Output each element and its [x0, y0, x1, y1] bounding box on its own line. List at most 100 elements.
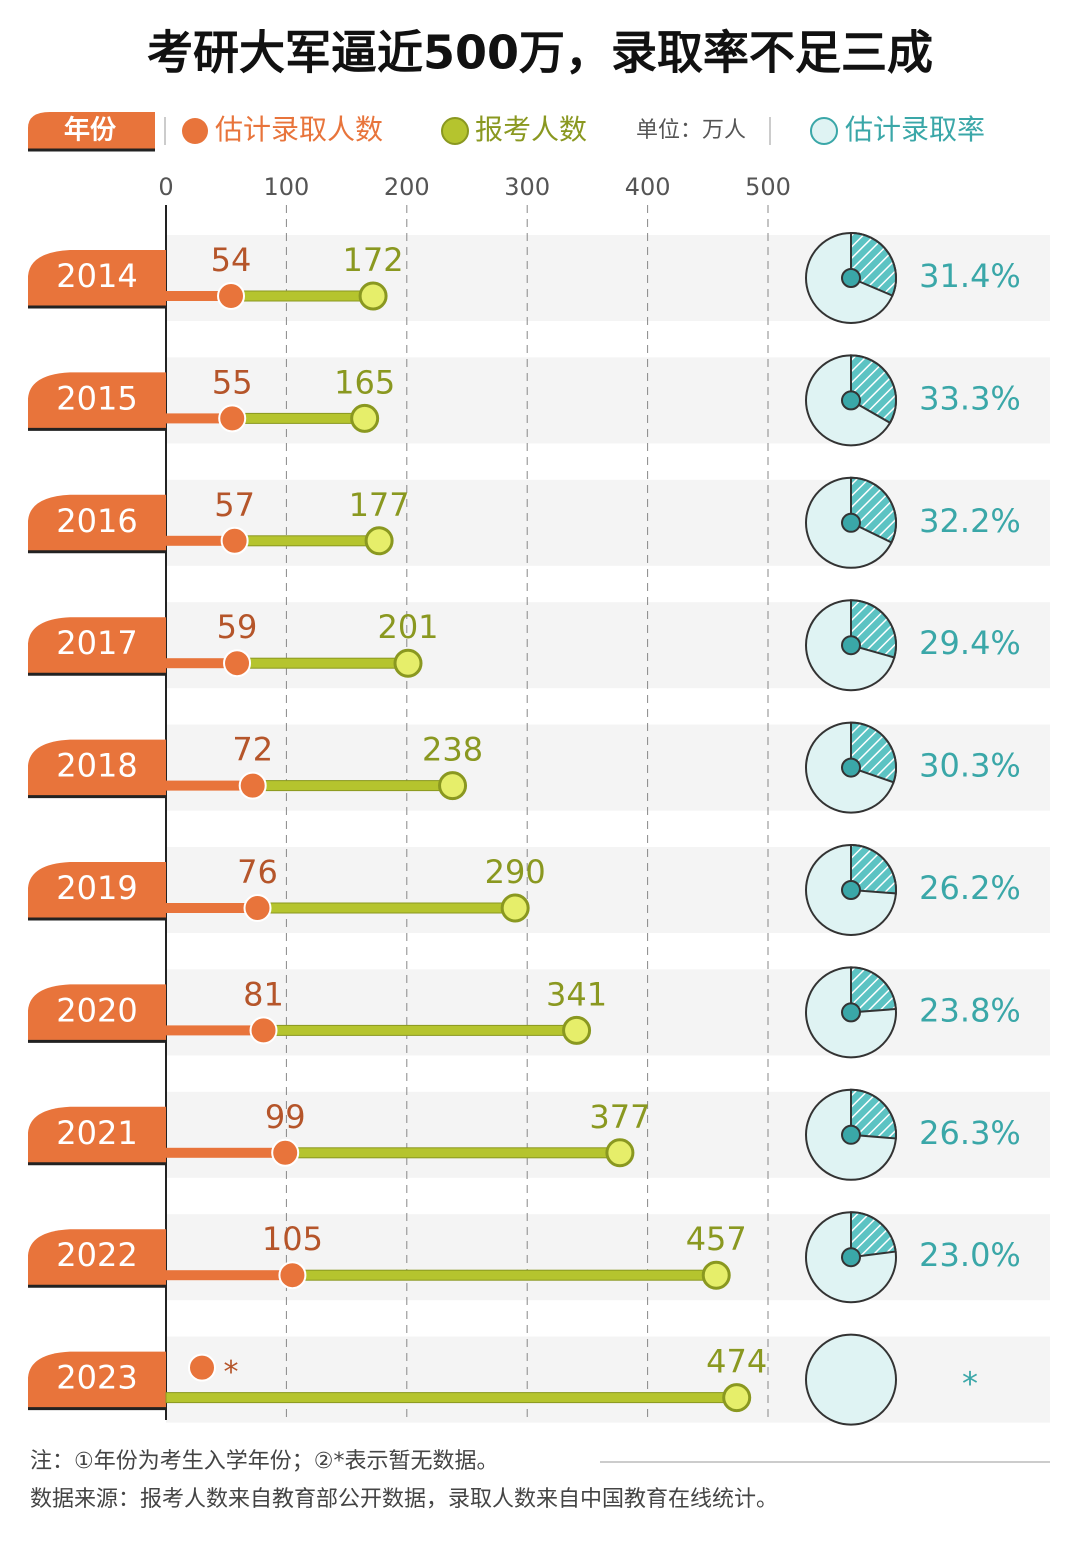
- rate-wedge: [850, 1211, 897, 1259]
- applicants-dot: [438, 771, 468, 801]
- admitted-dot: [217, 282, 246, 310]
- year-label: 2014: [56, 257, 137, 295]
- admitted-bar: [166, 903, 258, 913]
- applicants-label: 238: [422, 731, 483, 769]
- rate-wedge: [850, 1088, 897, 1140]
- applicants-bar: [257, 902, 516, 914]
- rate-hub: [841, 1002, 861, 1023]
- admitted-dot: [271, 1138, 300, 1167]
- year-label: 2015: [56, 379, 137, 417]
- admitted-label: 55: [212, 363, 253, 401]
- rate-hub: [841, 1124, 861, 1145]
- admitted-bar: [166, 780, 253, 791]
- rate-label: 30.3%: [919, 747, 1021, 785]
- legend-icon: [441, 117, 469, 145]
- legend-year: 年份: [64, 115, 116, 146]
- applicants-label: 377: [589, 1098, 650, 1136]
- admitted-dot: [238, 771, 267, 800]
- legend-label: 估计录取率: [845, 113, 985, 146]
- applicants-bar: [236, 657, 409, 669]
- row-band: [166, 847, 1050, 933]
- applicants-label: 172: [343, 241, 404, 279]
- row-band: [166, 1214, 1050, 1301]
- applicants-label: 474: [706, 1343, 767, 1381]
- admitted-dot: [249, 1016, 278, 1045]
- rate-wedge: [850, 966, 897, 1014]
- applicants-bar: [291, 1269, 717, 1281]
- admitted-bar: [166, 413, 233, 424]
- applicants-dot: [701, 1260, 731, 1290]
- applicants-bar: [231, 412, 366, 424]
- rate-wedge: [850, 354, 897, 425]
- year-label: 2019: [56, 869, 137, 907]
- rate-hub: [841, 512, 861, 533]
- applicants-dot: [500, 893, 530, 923]
- row-band: [166, 724, 1050, 811]
- applicants-label: 165: [334, 363, 395, 401]
- year-label: 2021: [56, 1114, 137, 1152]
- legend-label: 报考人数: [475, 113, 587, 146]
- admitted-label: 99: [265, 1098, 306, 1136]
- rate-label: 23.8%: [919, 991, 1021, 1029]
- applicants-bar: [252, 780, 454, 792]
- row-band: [166, 235, 1050, 321]
- applicants-dot: [722, 1383, 752, 1413]
- source-note: 数据来源：报考人数来自教育部公开数据，录取人数来自中国教育在线统计。: [30, 1487, 778, 1512]
- rate-label: 33.3%: [919, 379, 1021, 417]
- chart-title: 考研大军逼近500万，录取率不足三成: [147, 26, 933, 80]
- rate-label: *: [962, 1365, 978, 1403]
- year-tab: [28, 372, 166, 429]
- year-label: 2023: [56, 1359, 137, 1397]
- admitted-dot: [218, 404, 247, 433]
- applicants-dot: [350, 403, 380, 433]
- x-tick-label: 0: [158, 173, 173, 201]
- admitted-dot: [223, 649, 252, 678]
- admitted-bar: [166, 658, 238, 669]
- admitted-dot: [220, 526, 249, 555]
- applicants-bar: [263, 1024, 578, 1036]
- note: 注：①年份为考生入学年份；②*表示暂无数据。: [30, 1449, 498, 1474]
- rate-wedge: [850, 843, 897, 895]
- x-tick-label: 100: [263, 173, 309, 201]
- admitted-label: 76: [237, 853, 278, 891]
- rate-hub: [841, 880, 861, 900]
- year-tab: [28, 1106, 166, 1163]
- admitted-dot: [243, 894, 272, 922]
- rate-label: 23.0%: [919, 1236, 1021, 1274]
- applicants-label: 290: [485, 853, 546, 891]
- admitted-bar: [166, 1270, 293, 1281]
- admitted-label: 81: [243, 975, 284, 1013]
- row-band: [166, 1336, 1050, 1423]
- x-tick-label: 300: [504, 173, 550, 201]
- year-tab: [28, 1351, 166, 1408]
- applicants-dot: [358, 281, 388, 311]
- applicants-label: 341: [546, 975, 607, 1013]
- rate-label: 32.2%: [919, 502, 1021, 540]
- rate-label: 26.3%: [919, 1114, 1021, 1152]
- applicants-label: 177: [349, 486, 410, 524]
- year-tab: [28, 1229, 166, 1286]
- rate-hub: [841, 1247, 861, 1268]
- applicants-bar: [284, 1147, 621, 1159]
- applicants-label: 457: [686, 1220, 747, 1258]
- year-label: 2020: [56, 991, 137, 1029]
- applicants-dot: [364, 526, 394, 556]
- rate-wedge: [850, 721, 897, 784]
- admitted-bar: [166, 535, 235, 546]
- no-data-icon: [188, 1353, 216, 1382]
- row-band: [166, 479, 1050, 566]
- applicants-dot: [393, 648, 423, 678]
- applicants-bar: [165, 1392, 738, 1404]
- admitted-label: 54: [211, 241, 252, 279]
- row-band: [166, 602, 1050, 689]
- legend-year-tab: [28, 112, 155, 150]
- x-tick-label: 400: [625, 173, 671, 201]
- year-tab: [28, 984, 166, 1041]
- x-tick-label: 500: [745, 173, 791, 201]
- admitted-label: 105: [262, 1220, 323, 1258]
- rate-disc: [805, 1333, 897, 1426]
- year-tab: [28, 617, 166, 674]
- rate-label: 31.4%: [919, 257, 1021, 295]
- year-tab: [28, 494, 166, 551]
